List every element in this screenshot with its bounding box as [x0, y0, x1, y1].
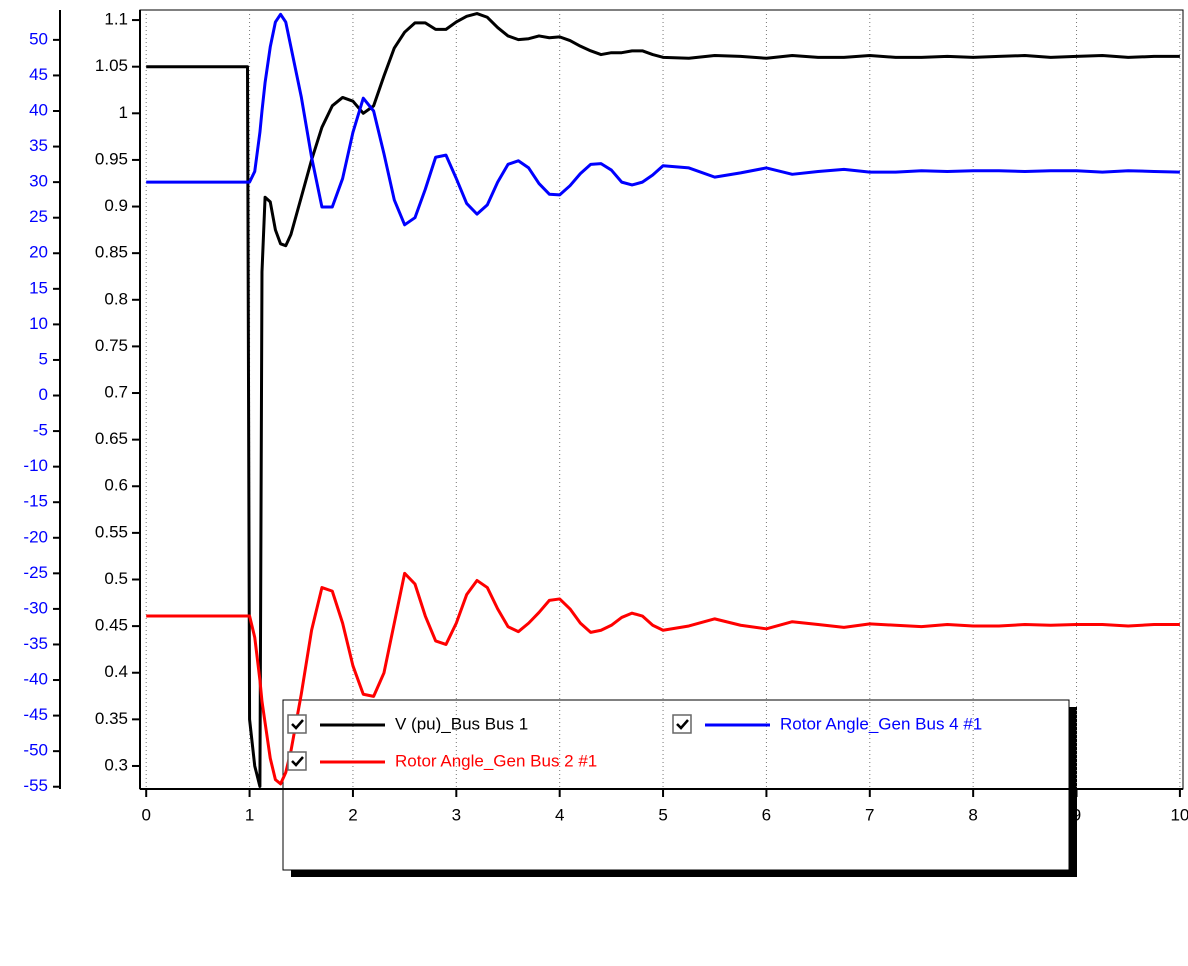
legend-label: Rotor Angle_Gen Bus 4 #1	[780, 714, 982, 733]
x-tick-label: 2	[348, 805, 357, 824]
legend-checkbox[interactable]	[672, 714, 692, 734]
y-tick-label: 0.6	[104, 476, 128, 495]
y-tick-label: 0.5	[104, 569, 128, 588]
y-tick-label: 1.05	[95, 56, 128, 75]
y2-tick-label: 5	[39, 349, 48, 368]
y-tick-label: 0.3	[104, 755, 128, 774]
legend-checkbox[interactable]	[287, 714, 307, 734]
x-tick-label: 0	[141, 805, 150, 824]
legend-label: V (pu)_Bus Bus 1	[395, 714, 528, 733]
y2-tick-label: -25	[23, 563, 48, 582]
y2-tick-label: -15	[23, 492, 48, 511]
x-tick-label: 3	[452, 805, 461, 824]
y2-tick-label: -35	[23, 634, 48, 653]
y-tick-label: 1	[119, 103, 128, 122]
x-tick-label: 5	[658, 805, 667, 824]
y2-tick-label: -20	[23, 527, 48, 546]
y-tick-label: 0.35	[95, 709, 128, 728]
legend-checkmark	[676, 719, 689, 730]
y-tick-label: 0.65	[95, 429, 128, 448]
series-line	[146, 12, 1180, 788]
y-tick-label: 0.9	[104, 196, 128, 215]
y2-tick-label: -55	[23, 776, 48, 795]
y-tick-label: 0.85	[95, 243, 128, 262]
x-tick-label: 10	[1170, 805, 1188, 824]
y2-tick-label: -40	[23, 670, 48, 689]
y2-tick-label: 35	[29, 136, 48, 155]
x-tick-label: 4	[555, 805, 564, 824]
x-tick-label: 9	[1072, 805, 1081, 824]
y-tick-label: 0.4	[104, 662, 128, 681]
y2-tick-label: 25	[29, 207, 48, 226]
y2-tick-label: 50	[29, 29, 48, 48]
y2-tick-label: 0	[39, 385, 48, 404]
y2-tick-label: -5	[33, 421, 48, 440]
legend-checkmark	[291, 756, 304, 767]
y2-tick-label: -30	[23, 598, 48, 617]
y-tick-label: 1.1	[104, 10, 128, 29]
plot-frame	[139, 9, 1184, 790]
y-tick-label: 0.7	[104, 383, 128, 402]
legend-label: Rotor Angle_Gen Bus 2 #1	[395, 751, 597, 770]
series-line	[146, 12, 1180, 227]
legend-checkbox[interactable]	[287, 751, 307, 771]
y-tick-label: 0.8	[104, 289, 128, 308]
y2-tick-label: -45	[23, 705, 48, 724]
legend-checkmark	[291, 719, 304, 730]
y2-tick-label: 30	[29, 172, 48, 191]
y2-tick-label: 45	[29, 65, 48, 84]
y2-tick-label: -50	[23, 741, 48, 760]
y-tick-label: 0.55	[95, 522, 128, 541]
x-tick-label: 1	[245, 805, 254, 824]
y2-tick-label: 15	[29, 278, 48, 297]
y2-tick-label: 10	[29, 314, 48, 333]
y2-tick-label: 20	[29, 243, 48, 262]
x-tick-label: 8	[968, 805, 977, 824]
y2-tick-label: 40	[29, 100, 48, 119]
y2-tick-label: -10	[23, 456, 48, 475]
x-tick-label: 6	[762, 805, 771, 824]
x-tick-label: 7	[865, 805, 874, 824]
y-tick-label: 0.75	[95, 336, 128, 355]
y-tick-label: 0.45	[95, 616, 128, 635]
y-tick-label: 0.95	[95, 149, 128, 168]
